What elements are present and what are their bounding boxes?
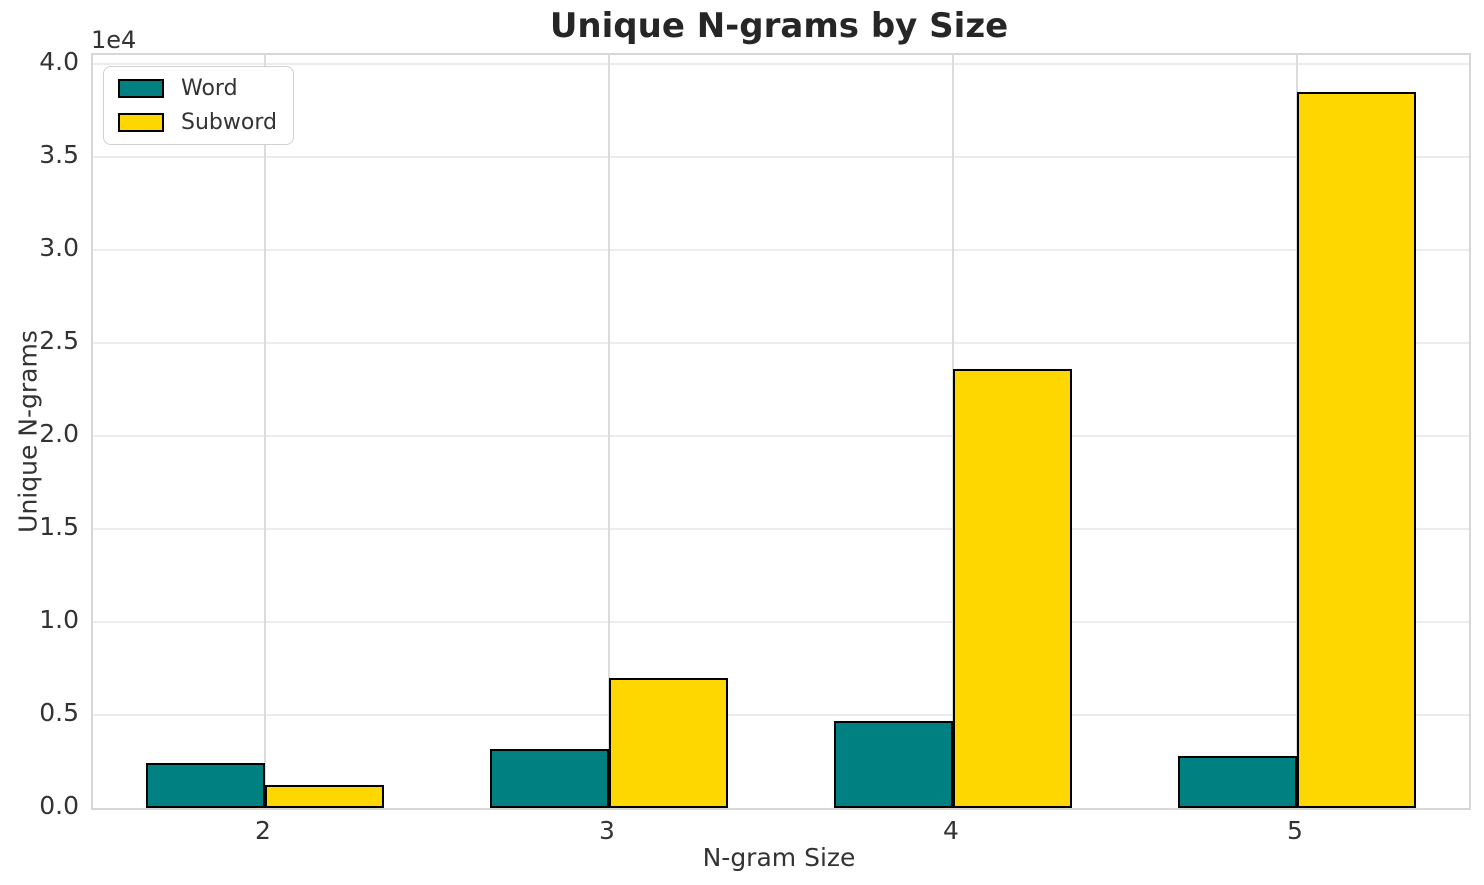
y-axis-offset-label: 1e4 bbox=[91, 26, 137, 54]
y-tick-label-3.0: 3.0 bbox=[39, 233, 79, 263]
bar-subword-ngram-3 bbox=[609, 677, 728, 808]
h-gridline-4.0 bbox=[93, 63, 1469, 66]
plot-area: Word Subword bbox=[91, 53, 1471, 810]
y-tick-label-4.0: 4.0 bbox=[39, 47, 79, 77]
bar-subword-ngram-2 bbox=[265, 784, 384, 808]
x-axis-label: N-gram Size bbox=[702, 843, 856, 872]
h-gridline-1.0 bbox=[93, 621, 1469, 624]
bar-word-ngram-3 bbox=[490, 748, 609, 808]
v-gridline-2 bbox=[264, 55, 266, 808]
y-tick-label-3.5: 3.5 bbox=[39, 140, 79, 170]
h-gridline-2.0 bbox=[93, 435, 1469, 438]
y-tick-label-0.0: 0.0 bbox=[39, 791, 79, 820]
bar-word-ngram-5 bbox=[1178, 755, 1297, 808]
x-tick-label-3: 3 bbox=[599, 816, 615, 845]
v-gridline-3 bbox=[608, 55, 610, 808]
y-tick-label-2.0: 2.0 bbox=[39, 419, 79, 449]
x-tick-label-2: 2 bbox=[255, 816, 271, 845]
bar-subword-ngram-5 bbox=[1297, 92, 1416, 808]
legend: Word Subword bbox=[103, 66, 294, 145]
h-gridline-0.5 bbox=[93, 714, 1469, 717]
y-tick-label-1.5: 1.5 bbox=[39, 512, 79, 542]
legend-swatch-word bbox=[118, 79, 164, 98]
bar-word-ngram-4 bbox=[834, 720, 953, 808]
y-tick-label-1.0: 1.0 bbox=[39, 605, 79, 635]
x-tick-label-4: 4 bbox=[943, 816, 959, 845]
y-tick-label-0.5: 0.5 bbox=[39, 698, 79, 728]
chart-title: Unique N-grams by Size bbox=[549, 6, 1009, 46]
bar-subword-ngram-4 bbox=[953, 369, 1072, 808]
h-gridline-3.5 bbox=[93, 156, 1469, 159]
h-gridline-2.5 bbox=[93, 342, 1469, 345]
h-gridline-3.0 bbox=[93, 249, 1469, 252]
legend-entry-subword: Subword bbox=[118, 110, 277, 135]
legend-label-subword: Subword bbox=[181, 110, 277, 135]
x-tick-label-5: 5 bbox=[1287, 816, 1303, 845]
bar-word-ngram-2 bbox=[146, 763, 265, 808]
h-gridline-1.5 bbox=[93, 528, 1469, 531]
legend-swatch-subword bbox=[118, 113, 164, 132]
y-tick-label-2.5: 2.5 bbox=[39, 326, 79, 356]
legend-label-word: Word bbox=[181, 76, 238, 101]
legend-entry-word: Word bbox=[118, 76, 277, 101]
